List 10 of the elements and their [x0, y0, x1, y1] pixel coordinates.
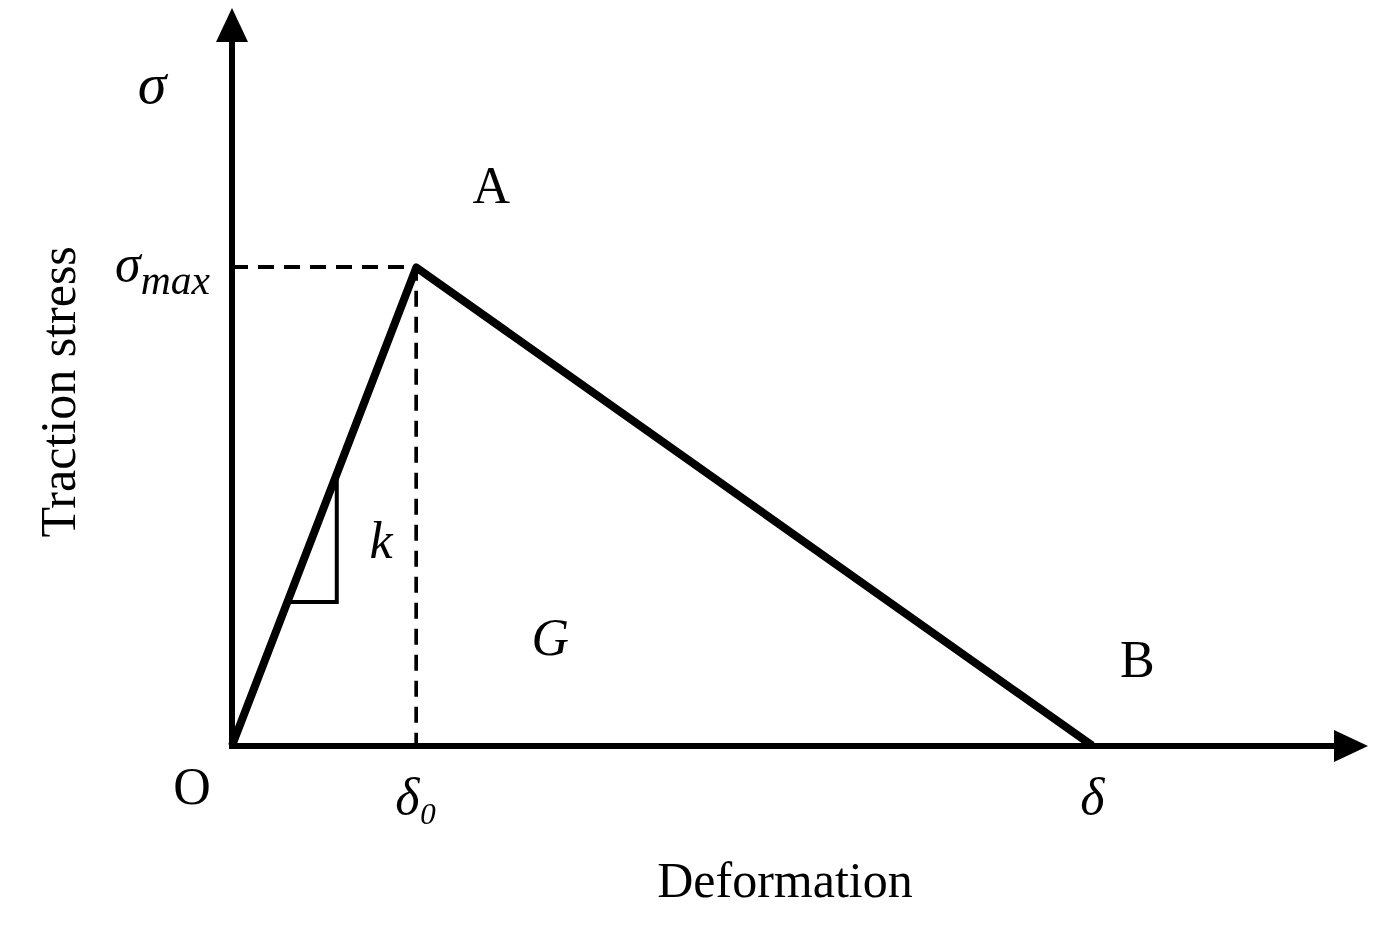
y-axis-title: Traction stress [30, 246, 87, 538]
annotation: k [369, 512, 394, 570]
text: A [472, 157, 511, 215]
text: O [173, 758, 211, 816]
text: δ [1080, 768, 1106, 826]
annotation: B [1119, 631, 1155, 689]
x-axis-title: Deformation [657, 852, 913, 909]
annotation: G [531, 608, 569, 666]
text: δ₀ [395, 768, 438, 826]
text: σ [137, 51, 169, 117]
